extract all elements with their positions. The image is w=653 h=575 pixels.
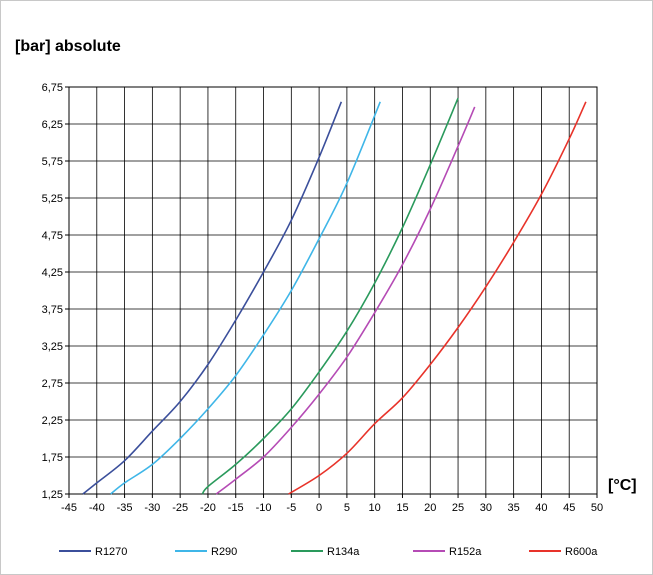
x-tick-label: -20 bbox=[200, 502, 216, 514]
legend-label-r1270: R1270 bbox=[95, 546, 127, 558]
series-line-r290 bbox=[110, 101, 381, 495]
x-tick-label: -45 bbox=[61, 502, 77, 514]
y-tick-label: 5,25 bbox=[42, 193, 63, 205]
legend-label-r152a: R152a bbox=[449, 546, 482, 558]
x-tick-label: 50 bbox=[591, 502, 603, 514]
y-tick-label: 2,75 bbox=[42, 378, 63, 390]
axes: -45 -40 -35 -30 -25 -20 -15 -10 -5 0 5 10 15 20 25 30 35… bbox=[42, 82, 604, 514]
x-tick-label: 30 bbox=[480, 502, 492, 514]
x-tick-label: -35 bbox=[117, 502, 133, 514]
grid bbox=[68, 86, 598, 495]
x-tick-label: -40 bbox=[89, 502, 105, 514]
x-tick-label: -15 bbox=[228, 502, 244, 514]
series-line-r600a bbox=[288, 101, 587, 495]
y-tick-label: 1,25 bbox=[42, 489, 63, 501]
y-tick-label: 3,25 bbox=[42, 341, 63, 353]
y-tick-label: 6,25 bbox=[42, 119, 63, 131]
y-axis-label: [bar] absolute bbox=[15, 38, 121, 55]
x-tick-label: -25 bbox=[172, 502, 188, 514]
y-tick-label: 4,75 bbox=[42, 230, 63, 242]
y-tick-label: 2,25 bbox=[42, 415, 63, 427]
x-tick-label: -30 bbox=[144, 502, 160, 514]
legend-label-r134a: R134a bbox=[327, 546, 360, 558]
x-axis-label: [°C] bbox=[608, 477, 637, 494]
x-tick-label: 20 bbox=[424, 502, 436, 514]
y-tick-label: 5,75 bbox=[42, 156, 63, 168]
x-tick-label: 35 bbox=[508, 502, 520, 514]
legend-label-r600a: R600a bbox=[565, 546, 598, 558]
x-tick-label: -5 bbox=[286, 502, 296, 514]
series-line-r134a bbox=[201, 97, 459, 495]
y-tick-label: 6,75 bbox=[42, 82, 63, 94]
plot-area bbox=[68, 86, 598, 495]
x-tick-label: 0 bbox=[316, 502, 322, 514]
x-tick-label: 25 bbox=[452, 502, 464, 514]
legend-label-r290: R290 bbox=[211, 546, 237, 558]
x-tick-label: 10 bbox=[369, 502, 381, 514]
x-tick-label: 45 bbox=[563, 502, 575, 514]
series-lines bbox=[82, 97, 587, 495]
y-tick-label: 3,75 bbox=[42, 304, 63, 316]
x-tick-label: -10 bbox=[256, 502, 272, 514]
x-tick-label: 15 bbox=[396, 502, 408, 514]
series-line-r152a bbox=[215, 106, 476, 495]
legend: R1270 R290 R134a R152a R600a bbox=[59, 546, 598, 558]
y-tick-label: 1,75 bbox=[42, 452, 63, 464]
y-tick-label: 4,25 bbox=[42, 267, 63, 279]
series-line-r1270 bbox=[82, 101, 343, 495]
x-tick-label: 40 bbox=[535, 502, 547, 514]
x-tick-label: 5 bbox=[344, 502, 350, 514]
